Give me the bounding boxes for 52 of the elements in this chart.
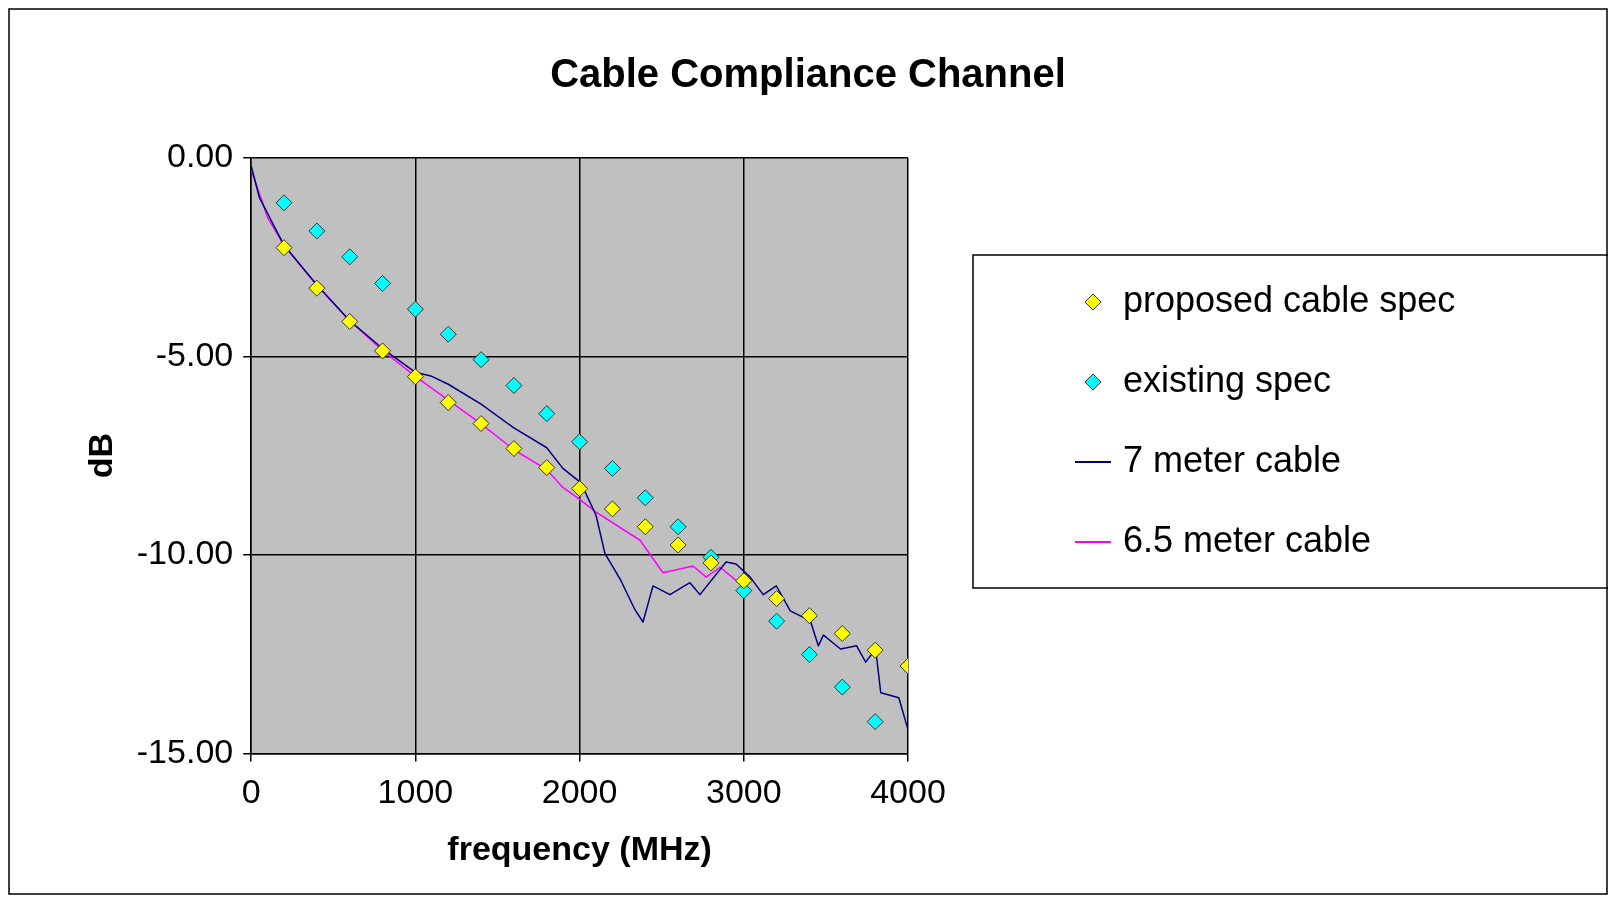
point	[439, 394, 457, 412]
x-tick-label: 3000	[705, 772, 782, 811]
point	[472, 415, 490, 433]
point	[636, 489, 654, 507]
point	[866, 713, 884, 731]
point	[374, 274, 392, 292]
point	[472, 351, 490, 369]
x-tick-label: 2000	[541, 772, 618, 811]
point	[341, 248, 359, 266]
point	[800, 646, 818, 664]
point	[669, 518, 687, 536]
point	[833, 625, 851, 643]
point	[308, 279, 326, 297]
point	[702, 554, 720, 572]
point	[406, 368, 424, 386]
point	[538, 405, 556, 423]
point	[571, 433, 589, 451]
point	[275, 239, 293, 257]
point	[735, 572, 753, 590]
point	[308, 222, 326, 240]
chart-title: Cable Compliance Channel	[550, 51, 1066, 96]
point	[603, 459, 621, 477]
legend-label: existing spec	[1123, 358, 1332, 400]
legend-label: proposed cable spec	[1123, 278, 1456, 320]
point	[374, 342, 392, 360]
point	[669, 536, 687, 554]
point	[275, 194, 293, 212]
point	[603, 500, 621, 518]
legend-label: 7 meter cable	[1123, 438, 1342, 480]
point	[505, 376, 523, 394]
x-axis-title: frequency (MHz)	[447, 828, 712, 867]
y-tick-label: 0.00	[167, 136, 234, 175]
x-tick-label: 4000	[870, 772, 946, 811]
point	[866, 641, 884, 659]
point	[505, 440, 523, 458]
point	[406, 300, 424, 318]
point	[538, 459, 556, 477]
x-tick-label: 1000	[377, 772, 454, 811]
point	[439, 325, 457, 343]
x-tick-label: 0	[241, 772, 261, 811]
point	[768, 590, 786, 608]
point	[636, 518, 654, 536]
y-tick-label: -10.00	[136, 533, 234, 572]
legend-label: 6.5 meter cable	[1123, 518, 1372, 560]
point	[833, 678, 851, 696]
point	[571, 480, 589, 498]
point	[800, 607, 818, 625]
y-tick-label: -5.00	[155, 334, 234, 373]
point	[768, 612, 786, 630]
y-axis-title: dB	[80, 433, 119, 479]
point	[341, 313, 359, 331]
y-tick-label: -15.00	[136, 731, 234, 770]
